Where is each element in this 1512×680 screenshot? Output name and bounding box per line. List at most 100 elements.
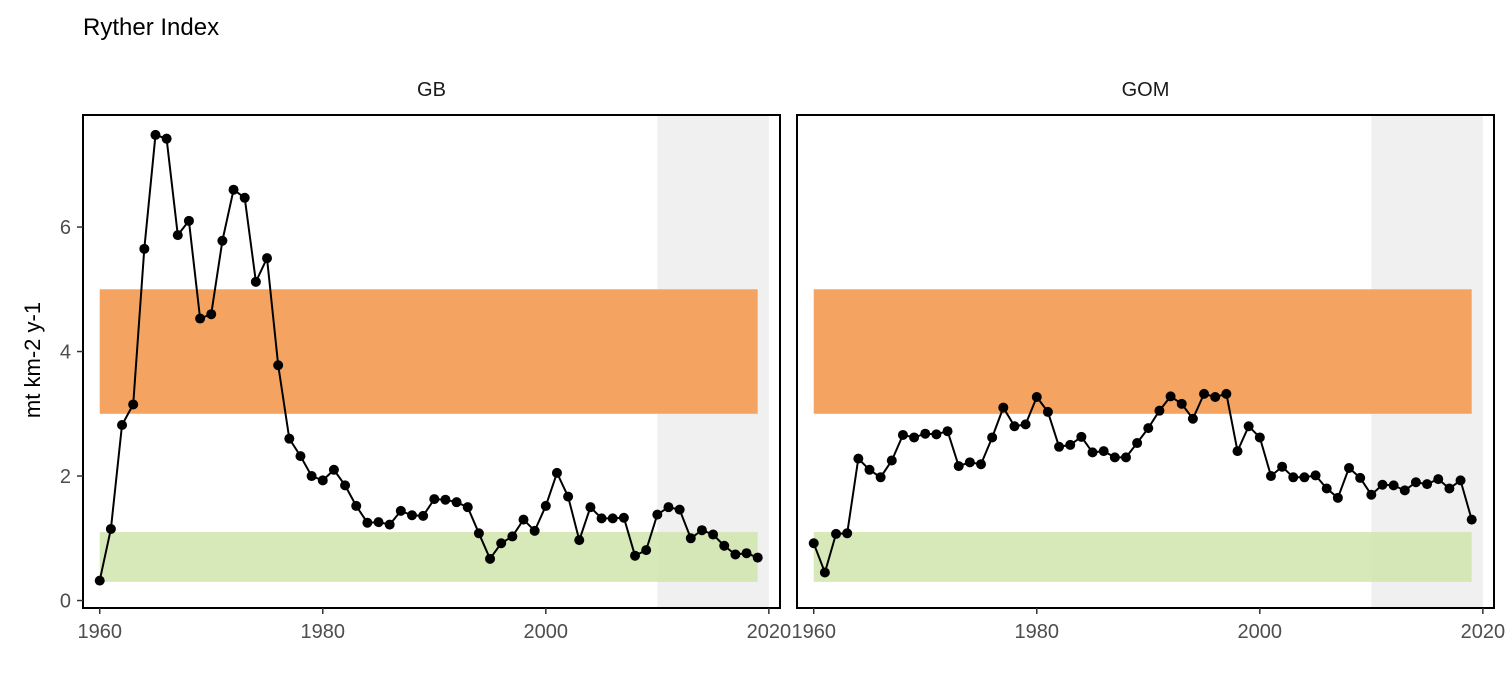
data-point xyxy=(641,545,652,556)
data-point xyxy=(1054,441,1065,452)
data-point xyxy=(128,399,139,410)
data-point xyxy=(853,453,864,464)
data-point xyxy=(696,525,707,536)
data-point xyxy=(172,230,183,241)
data-point xyxy=(596,513,607,524)
data-point xyxy=(273,360,284,371)
reference-band-high xyxy=(813,289,1472,414)
data-point xyxy=(485,553,496,564)
data-point xyxy=(708,529,719,540)
y-tick-label: 0 xyxy=(60,591,71,613)
data-point xyxy=(429,494,440,505)
data-point xyxy=(1254,432,1265,443)
x-tick-label: 1980 xyxy=(301,621,346,643)
data-point xyxy=(362,517,373,528)
data-point xyxy=(518,514,529,525)
data-point xyxy=(395,505,406,516)
data-point xyxy=(1120,452,1131,463)
data-point xyxy=(1399,485,1410,496)
data-point xyxy=(886,455,897,466)
data-point xyxy=(808,538,819,549)
x-tick-label: 2000 xyxy=(1238,621,1283,643)
data-point xyxy=(496,538,507,549)
data-point xyxy=(183,215,194,226)
data-point xyxy=(1433,474,1444,485)
data-point xyxy=(529,525,540,536)
reference-band-low xyxy=(99,532,758,582)
data-point xyxy=(1042,406,1053,417)
data-point xyxy=(1355,472,1366,483)
data-point xyxy=(987,432,998,443)
data-point xyxy=(1221,388,1232,399)
reference-band-low xyxy=(813,532,1472,582)
data-point xyxy=(150,129,161,140)
data-point xyxy=(1232,446,1243,457)
panel-frame xyxy=(82,114,781,609)
data-point xyxy=(607,513,618,524)
data-point xyxy=(1199,388,1210,399)
data-point xyxy=(1143,423,1154,434)
data-point xyxy=(206,309,217,320)
y-tick-label: 2 xyxy=(60,466,71,488)
data-point xyxy=(1277,461,1288,472)
data-point xyxy=(440,494,451,505)
x-tick-label: 1960 xyxy=(791,621,836,643)
data-point xyxy=(1020,419,1031,430)
data-point xyxy=(1410,477,1421,488)
data-point xyxy=(831,528,842,539)
data-point xyxy=(351,500,362,511)
data-point xyxy=(217,235,228,246)
data-point xyxy=(1455,475,1466,486)
data-point xyxy=(1176,398,1187,409)
data-point xyxy=(998,402,1009,413)
data-point xyxy=(942,426,953,437)
data-point xyxy=(418,510,429,521)
x-tick-label: 1980 xyxy=(1015,621,1060,643)
data-point xyxy=(1321,483,1332,494)
data-point xyxy=(406,510,417,521)
x-tick-label: 2020 xyxy=(1461,621,1506,643)
data-point xyxy=(1243,421,1254,432)
panel-strip-label: GB xyxy=(417,79,446,101)
data-point xyxy=(1187,413,1198,424)
data-point xyxy=(161,133,172,144)
data-point xyxy=(1087,447,1098,458)
data-point xyxy=(551,467,562,478)
data-point xyxy=(964,457,975,468)
data-point xyxy=(239,192,250,203)
data-point xyxy=(228,184,239,195)
data-point xyxy=(195,313,206,324)
data-point xyxy=(1377,479,1388,490)
data-point xyxy=(340,480,351,491)
data-point xyxy=(306,471,317,482)
data-point xyxy=(1132,438,1143,449)
x-tick-label: 2020 xyxy=(747,621,792,643)
data-point xyxy=(373,517,384,528)
data-point xyxy=(842,528,853,539)
data-point xyxy=(730,549,741,560)
data-point xyxy=(931,429,942,440)
data-point xyxy=(540,500,551,511)
data-point xyxy=(1165,391,1176,402)
data-point xyxy=(875,472,886,483)
panel-gb: GB 1960 1980 2000 2020 0 2 4 6 xyxy=(60,79,791,643)
data-point xyxy=(1299,472,1310,483)
data-point xyxy=(1265,471,1276,482)
data-point xyxy=(1444,483,1455,494)
data-point xyxy=(317,475,328,486)
data-point xyxy=(585,502,596,513)
data-point xyxy=(284,433,295,444)
data-point xyxy=(630,550,641,561)
data-point xyxy=(741,548,752,559)
data-point xyxy=(976,459,987,470)
data-point xyxy=(1154,405,1165,416)
data-point xyxy=(262,253,273,264)
data-point xyxy=(652,509,663,520)
data-point xyxy=(507,531,518,542)
panel-strip-label: GOM xyxy=(1122,79,1170,101)
data-point xyxy=(819,567,830,578)
data-point xyxy=(1065,439,1076,450)
data-point xyxy=(328,464,339,475)
data-point xyxy=(1388,480,1399,491)
